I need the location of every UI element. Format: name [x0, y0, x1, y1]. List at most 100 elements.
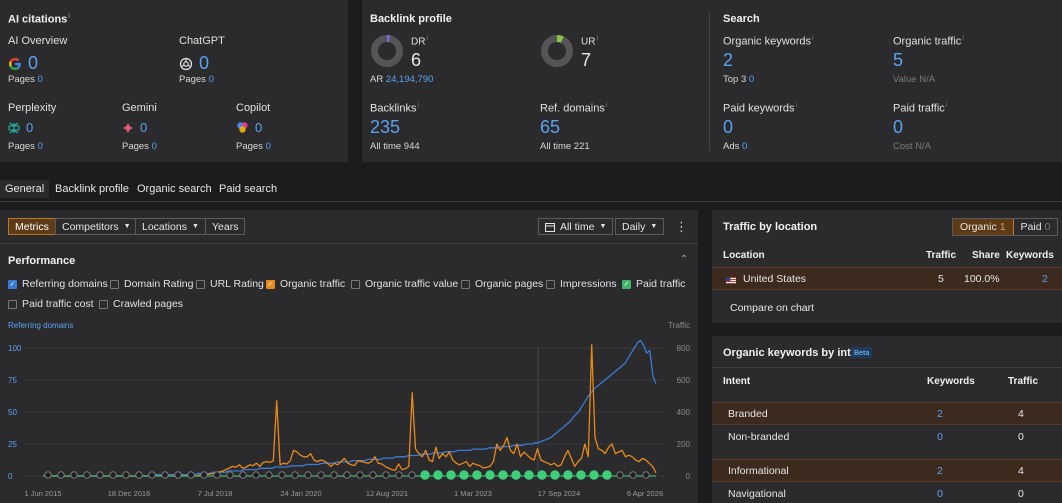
tab-paid-search[interactable]: Paid search	[219, 183, 278, 195]
organic-traffic-label: Organic traffici	[893, 35, 964, 48]
checkbox-paid-traffic-cost[interactable]: Paid traffic cost	[8, 298, 94, 310]
annotation-marker	[148, 471, 156, 479]
perplexity-metric[interactable]: 0	[8, 120, 33, 135]
checkbox-empty-icon	[546, 279, 555, 289]
annotation-marker	[511, 470, 521, 480]
checkbox-impressions[interactable]: Impressions	[546, 278, 617, 290]
checkbox-paid-traffic[interactable]: ✓ Paid traffic	[622, 278, 685, 290]
intent-traffic: 4	[1018, 408, 1024, 420]
years-button[interactable]: Years	[205, 218, 246, 235]
checkbox-label: Crawled pages	[113, 298, 184, 310]
col-location: Location	[723, 250, 765, 261]
paid-toggle[interactable]: Paid 0	[1020, 221, 1051, 233]
checkbox-referring-domains[interactable]: ✓ Referring domains	[8, 278, 108, 290]
ai-citations-panel: AI citationsi AI Overview 0 Pages 0 Chat…	[0, 0, 348, 162]
annotation-marker	[122, 471, 130, 479]
table-row[interactable]: Informational 2 4	[712, 459, 1062, 482]
location-share: 100.0%	[964, 273, 1000, 285]
checkbox-crawled-pages[interactable]: Crawled pages	[99, 298, 183, 310]
organic-paid-toggle[interactable]: Organic 1 Paid 0	[952, 218, 1059, 236]
annotation-marker	[446, 470, 456, 480]
traffic-value-na: Value N/A	[893, 74, 936, 85]
chatgpt-metric[interactable]: 0	[179, 53, 209, 74]
locations-button[interactable]: Locations ▼	[135, 218, 206, 235]
checkbox-organic-pages[interactable]: Organic pages	[461, 278, 543, 290]
gemini-label: Gemini	[122, 102, 157, 114]
checkmark-icon: ✓	[8, 279, 17, 289]
traffic-by-location-panel: Traffic by location Organic 1 Paid 0 Loc…	[712, 210, 1062, 323]
chevron-down-icon: ▼	[650, 223, 658, 230]
toolbar-divider	[0, 243, 698, 244]
paid-keywords-label: Paid keywordsi	[723, 102, 798, 115]
copilot-pages: Pages 0	[236, 141, 271, 152]
intent-keywords[interactable]: 0	[937, 488, 943, 500]
tab-backlink-profile[interactable]: Backlink profile	[55, 183, 129, 195]
paid-keywords-value[interactable]: 0	[723, 117, 734, 137]
copilot-icon	[237, 122, 248, 133]
paid-traffic-value[interactable]: 0	[893, 117, 904, 137]
checkmark-icon: ✓	[622, 279, 631, 289]
ai-overview-metric[interactable]: 0	[8, 53, 38, 74]
annotation-marker	[291, 471, 299, 479]
annotation-marker	[420, 470, 430, 480]
checkbox-label: Organic traffic	[280, 278, 346, 290]
checkbox-label: Referring domains	[22, 278, 108, 290]
gemini-metric[interactable]: 0	[122, 120, 147, 135]
checkbox-empty-icon	[99, 299, 108, 309]
table-row[interactable]: United States 5 100.0% 2	[712, 267, 1062, 290]
chevron-down-icon: ▼	[123, 223, 131, 230]
organic-traffic-value[interactable]: 5	[893, 50, 904, 70]
ur-gauge	[540, 34, 574, 71]
checkbox-organic-traffic[interactable]: ✓ Organic traffic	[266, 278, 345, 290]
intent-keywords[interactable]: 2	[937, 408, 943, 420]
organic-keywords-value[interactable]: 2	[723, 50, 734, 70]
table-row[interactable]: Non-branded 0 0	[712, 426, 1062, 449]
annotation-marker	[174, 471, 182, 479]
annotation-marker	[83, 471, 91, 479]
location-keywords[interactable]: 2	[1042, 273, 1048, 285]
annotation-marker	[395, 471, 403, 479]
ar-value[interactable]: AR 24,194,790	[370, 74, 434, 85]
table-row[interactable]: Navigational 0 0	[712, 483, 1062, 503]
checkbox-label: Paid traffic	[636, 278, 686, 290]
daily-select[interactable]: Daily ▼	[615, 218, 665, 235]
checkbox-label: Organic pages	[475, 278, 544, 290]
checkbox-url-rating[interactable]: URL Rating	[196, 278, 264, 290]
gemini-pages: Pages 0	[122, 141, 157, 152]
intent-keywords[interactable]: 0	[937, 431, 943, 443]
copilot-metric[interactable]: 0	[236, 120, 262, 135]
ref-domains-value[interactable]: 65	[540, 117, 561, 137]
perplexity-icon	[8, 122, 20, 133]
compare-on-chart-link[interactable]: Compare on chart	[730, 302, 815, 314]
collapse-icon[interactable]: ⌃	[680, 254, 689, 265]
annotation-marker	[382, 471, 390, 479]
checkbox-label: Impressions	[560, 278, 617, 290]
backlinks-value[interactable]: 235	[370, 117, 401, 137]
tab-general[interactable]: General	[0, 180, 50, 198]
copilot-value: 0	[255, 120, 263, 135]
paid-traffic-label: Paid traffici	[893, 102, 948, 115]
intent-keywords[interactable]: 2	[937, 465, 943, 477]
tab-organic-search[interactable]: Organic search	[137, 183, 212, 195]
organic-keywords-label: Organic keywordsi	[723, 35, 814, 48]
y-tick-left: 0	[8, 472, 13, 481]
chevron-down-icon: ▼	[599, 223, 607, 230]
table-row[interactable]: Branded 2 4	[712, 402, 1062, 425]
intent-name: Informational	[728, 465, 789, 477]
all-time-select[interactable]: All time ▼	[538, 218, 614, 235]
ur-label: URi	[581, 35, 599, 48]
performance-chart[interactable]: Referring domains Traffic 100 800 75 600 50 400…	[0, 318, 698, 503]
organic-toggle[interactable]: Organic 1	[953, 219, 1014, 235]
annotation-marker	[187, 471, 195, 479]
us-flag-icon	[726, 275, 736, 287]
annotation-marker	[252, 471, 260, 479]
metrics-button[interactable]: Metrics	[8, 218, 56, 235]
tabs-underline	[0, 201, 1062, 202]
intent-traffic: 0	[1018, 488, 1024, 500]
checkbox-domain-rating[interactable]: Domain Rating	[110, 278, 193, 290]
more-options-icon[interactable]: ⋮	[675, 219, 688, 234]
chatgpt-label: ChatGPT	[179, 35, 225, 47]
competitors-button[interactable]: Competitors ▼	[55, 218, 138, 235]
checkbox-organic-traffic-value[interactable]: Organic traffic value	[351, 278, 458, 290]
annotation-marker	[616, 471, 624, 479]
